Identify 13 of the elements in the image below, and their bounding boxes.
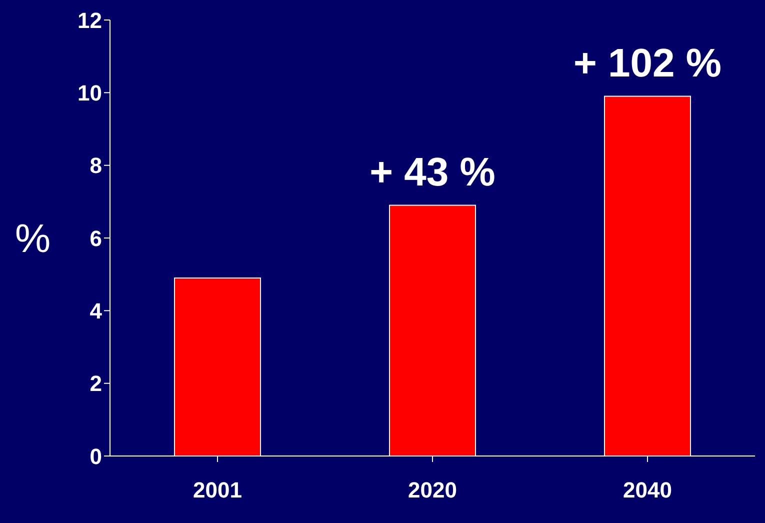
y-tick-label: 6 [90, 226, 102, 251]
y-tick-label: 0 [90, 444, 102, 469]
x-tick-label: 2040 [623, 478, 672, 503]
x-tick-label: 2001 [193, 478, 242, 503]
y-tick-label: 2 [90, 371, 102, 396]
annotation: + 43 % [370, 150, 496, 194]
y-tick-label: 12 [78, 8, 102, 33]
y-tick-label: 4 [90, 298, 103, 324]
x-tick-label: 2020 [408, 478, 457, 503]
y-axis-title: % [15, 217, 51, 262]
y-tick-label: 8 [90, 153, 102, 178]
annotation: + 102 % [574, 41, 722, 86]
y-tick-label: 10 [78, 80, 102, 106]
